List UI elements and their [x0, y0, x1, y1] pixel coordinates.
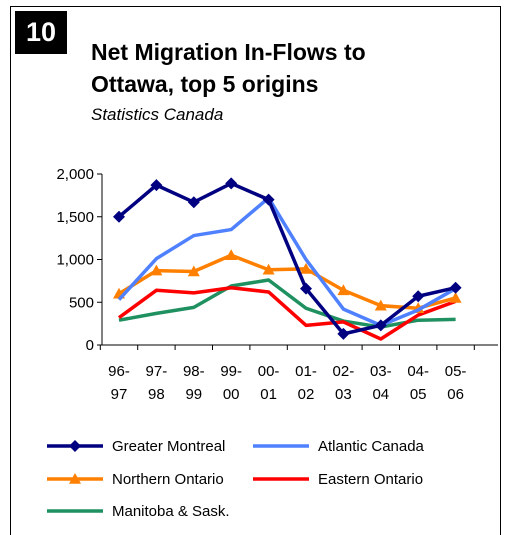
x-tick-label: 98-	[183, 363, 205, 380]
x-tick-label: 04-	[407, 363, 429, 380]
chart-title: Net Migration In-Flows to Ottawa, top 5 …	[91, 36, 366, 100]
data-point	[449, 291, 462, 303]
legend-item: Manitoba & Sask.	[47, 503, 230, 520]
data-point	[337, 327, 350, 340]
data-point	[187, 265, 200, 277]
legend-label: Manitoba & Sask.	[112, 503, 230, 520]
y-tick-label: 500	[69, 294, 94, 311]
y-tick-label: 2,000	[56, 166, 94, 183]
data-point	[374, 319, 387, 332]
series-line	[117, 181, 456, 336]
chart-frame	[10, 6, 501, 535]
x-tick-label: 01-	[295, 363, 317, 380]
data-point	[225, 177, 238, 190]
series-manitoba-sask	[118, 278, 456, 329]
x-tick-label: 03-	[370, 363, 392, 380]
legend-marker	[69, 440, 81, 452]
x-tick-label: 98	[148, 386, 165, 403]
legend-item: Eastern Ontario	[253, 471, 423, 488]
x-tick-label: 97	[111, 386, 128, 403]
series-atlantic-canada	[117, 196, 457, 328]
series-line	[117, 285, 457, 341]
series-line	[118, 253, 457, 310]
data-point	[262, 263, 275, 275]
legend: Greater Montreal Atlantic Canada Northern …	[47, 438, 425, 520]
data-point	[225, 249, 238, 261]
series-line	[118, 278, 456, 329]
x-tick-label: 06	[447, 386, 464, 403]
x-tick-label: 02	[298, 386, 315, 403]
data-point	[337, 284, 350, 296]
x-tick-label: 01	[260, 386, 277, 403]
series-greater-montreal	[113, 177, 462, 340]
x-tick-label: 03	[335, 386, 352, 403]
data-point	[187, 196, 200, 209]
x-tick-label: 04	[372, 386, 389, 403]
y-tick-label: 0	[86, 337, 94, 354]
data-point	[300, 282, 312, 295]
y-tick-label: 1,000	[56, 252, 94, 269]
legend-marker	[69, 473, 81, 484]
x-tick-label: 99	[185, 386, 202, 403]
legend-label: Eastern Ontario	[318, 471, 423, 488]
data-point	[374, 299, 387, 311]
legend-item: Northern Ontario	[47, 471, 224, 488]
series-eastern-ontario	[117, 285, 457, 341]
data-point	[150, 179, 163, 192]
data-point	[449, 281, 462, 294]
data-point	[150, 264, 163, 276]
legend-label: Greater Montreal	[112, 438, 225, 455]
y-tick-label: 1,500	[56, 209, 94, 226]
data-point	[262, 193, 275, 206]
figure-number-badge: 10	[15, 11, 67, 54]
chart-title-line-1: Net Migration In-Flows to	[91, 39, 366, 65]
series-line	[117, 196, 457, 328]
data-point	[300, 262, 312, 274]
legend-label: Atlantic Canada	[318, 438, 425, 455]
legend-label: Northern Ontario	[112, 471, 224, 488]
x-tick-label: 02-	[333, 363, 355, 380]
data-point	[113, 210, 125, 223]
x-tick-label: 05-	[445, 363, 467, 380]
x-tick-label: 00	[223, 386, 240, 403]
chart-subtitle: Statistics Canada	[91, 105, 224, 124]
axes: 05001,0001,5002,00096-9797-9898-9999-000…	[56, 166, 498, 403]
x-tick-label: 99-	[220, 363, 242, 380]
chart-title-line-2: Ottawa, top 5 origins	[91, 71, 319, 97]
x-tick-label: 05	[410, 386, 427, 403]
x-tick-label: 96-	[108, 363, 130, 380]
x-tick-label: 97-	[146, 363, 168, 380]
legend-item: Atlantic Canada	[253, 438, 425, 455]
x-tick-label: 00-	[258, 363, 280, 380]
data-point	[412, 290, 425, 303]
legend-item: Greater Montreal	[47, 438, 225, 455]
